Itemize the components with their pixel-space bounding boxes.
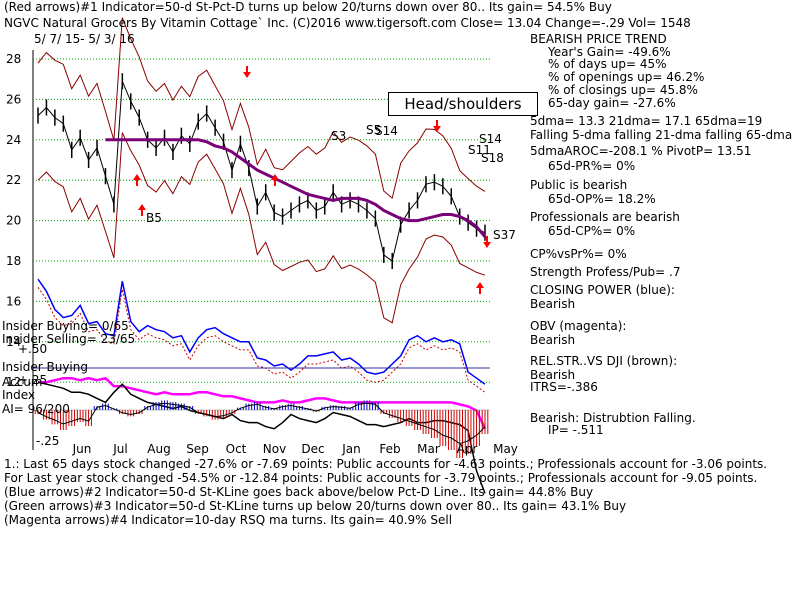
- y-tick-label: 28: [6, 52, 21, 66]
- lower-band: [37, 132, 486, 324]
- x-tick-label: Aug: [147, 442, 170, 456]
- closing-power-status: Bearish: [530, 297, 576, 311]
- head-shoulders-annotation: Head/shoulders: [388, 92, 538, 116]
- y-tick-label: 22: [6, 173, 21, 187]
- closings-up: % of closings up= 45.8%: [548, 83, 698, 97]
- x-tick-label: Feb: [379, 442, 400, 456]
- years-gain: Year's Gain= -49.6%: [548, 45, 671, 59]
- cp-65d: 65d-CP%= 0%: [548, 224, 636, 238]
- insider-selling: Insider Selling= 23/65: [2, 332, 136, 346]
- footer-line-3: (Blue arrows)#2 Indicator=50-d St-KLine …: [4, 485, 594, 499]
- professionals-bearish: Professionals are bearish: [530, 210, 680, 224]
- accum-minus25: -.25: [36, 434, 60, 448]
- x-tick-label: Nov: [263, 442, 286, 456]
- date-range: 5/ 7/ 15- 5/ 3/ 16: [34, 32, 135, 46]
- y-tick-label: 20: [6, 214, 21, 228]
- red-arrow: [433, 126, 441, 132]
- accum-label: Accum: [2, 375, 43, 389]
- y-tick-label: 16: [6, 294, 21, 308]
- gain-65d: 65-day gain= -27.6%: [548, 96, 676, 110]
- x-tick-label: Dec: [301, 442, 324, 456]
- red-arrow: [133, 174, 141, 180]
- x-tick-label: Mar: [417, 442, 440, 456]
- x-tick-label: Jan: [341, 442, 361, 456]
- x-tick-label: Jun: [72, 442, 92, 456]
- signal-s18: S18: [481, 151, 504, 165]
- openings-up: % of openings up= 46.2%: [548, 70, 705, 84]
- days-up: % of days up= 45%: [548, 57, 667, 71]
- signal-s11: S11: [468, 143, 491, 157]
- signal-s37: S37: [493, 228, 516, 242]
- relstr-line: [37, 381, 486, 494]
- x-tick-label: Apr: [457, 442, 478, 456]
- red-arrow: [476, 282, 484, 288]
- indicator-1-legend: (Red arrows)#1 Indicator=50-d St-Pct-D t…: [4, 0, 612, 14]
- accum-plus25: +.25: [18, 373, 48, 387]
- obv-status: Bearish: [530, 333, 576, 347]
- aroc-pivot: 5dmaAROC=-208.1 % PivotP= 13.51: [530, 144, 752, 158]
- red-arrow: [138, 204, 146, 210]
- closing-power-ma: [37, 287, 486, 393]
- x-tick-label: Sep: [186, 442, 209, 456]
- dma-values: 5dma= 13.3 21dma= 17.1 65dma=19: [530, 114, 763, 128]
- index-label: Index: [2, 388, 36, 402]
- public-bearish: Public is bearish: [530, 178, 628, 192]
- trend-title: BEARISH PRICE TREND: [530, 32, 667, 46]
- closing-power-line: [37, 278, 486, 385]
- insider-buying: Insider Buying= 0/65: [2, 319, 129, 333]
- cp-vs-pr: CP%vsPr%= 0%: [530, 247, 627, 261]
- footer-line-4: (Green arrows)#3 Indicator=50-d St-KLine…: [4, 499, 627, 513]
- red-arrow: [243, 72, 251, 78]
- y-tick-label: 14: [6, 335, 21, 349]
- y-tick-label: 24: [6, 133, 21, 147]
- y-tick-label: 12: [6, 375, 21, 389]
- pr-65d: 65d-PR%= 0%: [548, 159, 636, 173]
- ma65-line: [105, 138, 487, 238]
- relstr-status: Bearish: [530, 368, 576, 382]
- dma-falling: Falling 5-dma falling 21-dma falling 65-…: [530, 128, 793, 142]
- x-tick-label: Jul: [112, 442, 127, 456]
- obv-label: OBV (magenta):: [530, 319, 627, 333]
- ai-value: AI= 96/200: [2, 402, 70, 416]
- x-tick-label: Oct: [226, 442, 247, 456]
- distribution-status: Bearish: Distrubtion Falling.: [530, 411, 696, 425]
- y-tick-label: 18: [6, 254, 21, 268]
- y-tick-label: 26: [6, 92, 21, 106]
- obv-line: [38, 376, 487, 430]
- footer-line-5: (Magenta arrows)#4 Indicator=10-day RSQ …: [4, 513, 453, 527]
- red-arrow: [271, 174, 279, 180]
- itrs-value: ITRS=-.386: [530, 380, 598, 394]
- relstr-label: REL.STR..VS DJI (brown):: [530, 354, 678, 368]
- footer-line-2: For Last year stock changed -54.5% or -1…: [4, 471, 758, 485]
- ticker-header: NGVC Natural Grocers By Vitamin Cottage`…: [4, 16, 691, 30]
- accum-plus50: +.50: [18, 342, 48, 356]
- ip-value: IP= -.511: [548, 423, 604, 437]
- price-line: [37, 81, 486, 262]
- red-arrow: [483, 242, 491, 248]
- signal-s14-b: S14: [479, 132, 502, 146]
- upper-band: [37, 17, 486, 200]
- signal-s3: S3: [331, 129, 347, 143]
- footer-line-1: 1.: Last 65 days stock changed -27.6% or…: [4, 457, 768, 471]
- signal-b5: B5: [146, 211, 162, 225]
- op-65d: 65d-OP%= 18.2%: [548, 192, 656, 206]
- strength-ratio: Strength Profess/Pub= .7: [530, 265, 681, 279]
- signal-s14-a: S14: [375, 124, 398, 138]
- closing-power-label: CLOSING POWER (blue):: [530, 283, 675, 297]
- accum-ma-line: [37, 402, 486, 445]
- signal-s5: S5: [366, 123, 382, 137]
- x-tick-label: May: [493, 442, 518, 456]
- insider-buying-label: Insider Buying: [2, 360, 88, 374]
